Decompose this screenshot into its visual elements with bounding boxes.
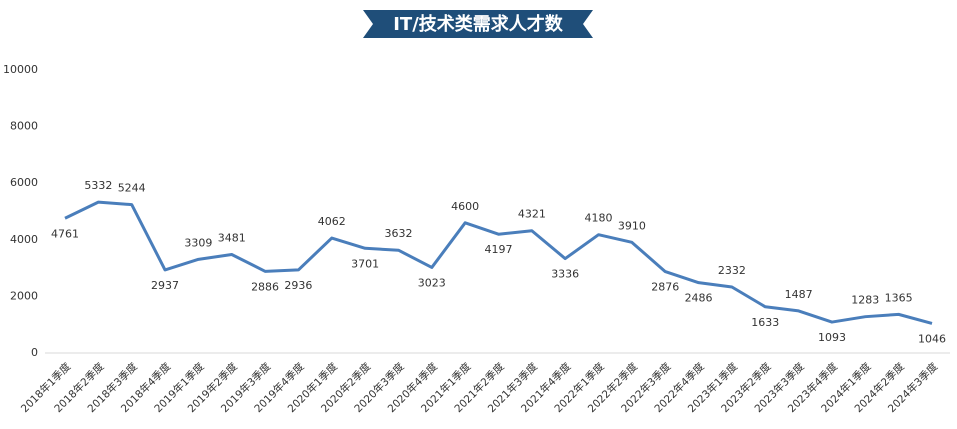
data-label: 3023 xyxy=(418,276,446,289)
data-label: 4062 xyxy=(318,215,346,228)
chart-title: IT/技术类需求人才数 xyxy=(393,13,564,35)
data-label: 4197 xyxy=(485,243,513,256)
title-banner xyxy=(363,10,593,38)
y-tick-label: 8000 xyxy=(10,120,38,133)
line xyxy=(64,200,933,325)
data-label: 1365 xyxy=(885,291,913,304)
y-tick-label: 10000 xyxy=(3,63,38,76)
y-tick-label: 4000 xyxy=(10,233,38,246)
y-tick-label: 2000 xyxy=(10,289,38,302)
data-label: 5332 xyxy=(84,179,112,192)
data-label: 1046 xyxy=(918,332,946,345)
data-label: 5244 xyxy=(118,182,146,195)
data-label: 3336 xyxy=(551,268,579,281)
data-label: 4761 xyxy=(51,227,79,240)
data-label: 2486 xyxy=(685,292,713,305)
data-label: 1633 xyxy=(751,316,779,329)
y-tick-label: 6000 xyxy=(10,176,38,189)
data-label: 1093 xyxy=(818,331,846,344)
data-label: 3701 xyxy=(351,257,379,270)
y-tick-label: 0 xyxy=(31,346,38,359)
data-label: 2876 xyxy=(651,281,679,294)
data-label: 4321 xyxy=(518,208,546,221)
data-label: 2332 xyxy=(718,264,746,277)
data-label: 4180 xyxy=(585,212,613,225)
data-label: 3632 xyxy=(384,227,412,240)
data-label: 3481 xyxy=(218,231,246,244)
data-label: 2937 xyxy=(151,279,179,292)
data-label: 2936 xyxy=(284,279,312,292)
data-label: 1487 xyxy=(785,288,813,301)
data-label: 3910 xyxy=(618,219,646,232)
data-label: 2886 xyxy=(251,280,279,293)
data-label: 4600 xyxy=(451,200,479,213)
data-label: 3309 xyxy=(184,236,212,249)
data-label: 1283 xyxy=(851,294,879,307)
